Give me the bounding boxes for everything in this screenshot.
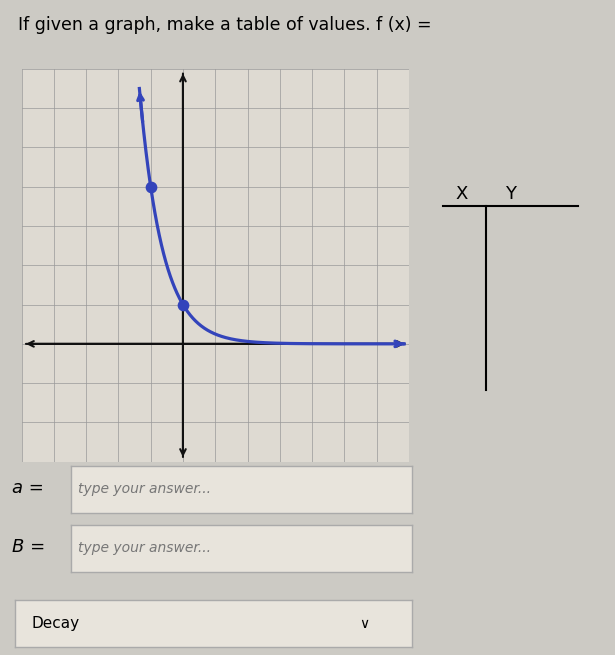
Text: X: X	[455, 185, 467, 203]
Text: ∨: ∨	[359, 616, 370, 631]
Point	[178, 299, 188, 310]
Text: If given a graph, make a table of values. f (x) =: If given a graph, make a table of values…	[18, 16, 432, 34]
Text: Decay: Decay	[31, 616, 79, 631]
Text: a =: a =	[12, 479, 44, 497]
Text: type your answer...: type your answer...	[77, 541, 210, 555]
Point	[146, 181, 156, 192]
Text: type your answer...: type your answer...	[77, 482, 210, 496]
Text: B =: B =	[12, 538, 46, 556]
Text: Y: Y	[505, 185, 516, 203]
